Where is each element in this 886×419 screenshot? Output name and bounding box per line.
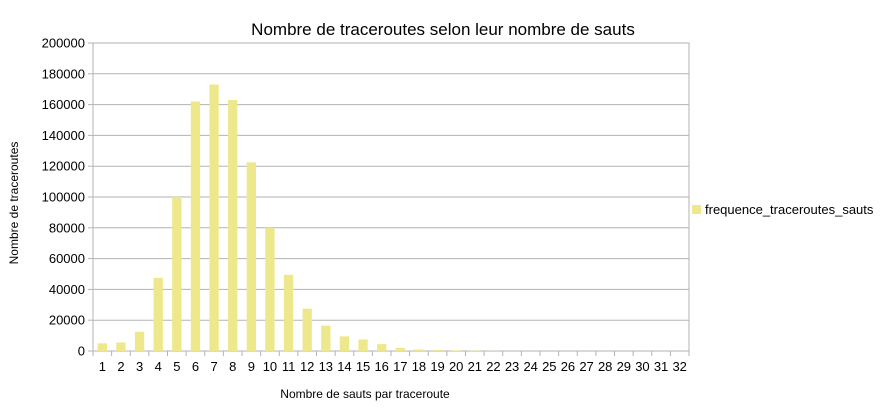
bar [246,162,256,351]
y-tick-label: 100000 [42,190,85,205]
bar [134,331,145,351]
x-tick-label: 31 [654,359,668,374]
x-tick-label: 25 [542,359,556,374]
y-tick-label: 160000 [42,97,85,112]
bar [228,99,238,351]
y-tick-label: 0 [78,344,85,359]
x-tick-label: 1 [99,359,106,374]
x-tick-label: 20 [449,359,463,374]
legend: frequence_traceroutes_sauts [692,202,874,217]
x-tick-label: 17 [393,359,407,374]
x-tick-label: 19 [430,359,444,374]
grid-lines [93,42,689,352]
y-tick-label: 80000 [49,220,85,235]
x-tick-label: 26 [561,359,575,374]
x-tick-label: 9 [248,359,255,374]
x-tick-label: 7 [210,359,217,374]
x-tick-label: 3 [136,359,143,374]
bar [190,101,201,352]
bar [395,347,405,351]
bar [97,343,107,351]
x-tick-label: 4 [155,359,162,374]
y-tick-label: 180000 [42,66,85,81]
x-axis-ticks: 1 2 3 4 5 6 7 8 9 10 11 12 13 14 15 16 17 18 19 20 21 22 23 24 2… [92,351,690,374]
y-tick-label: 120000 [42,159,85,174]
x-tick-label: 13 [319,359,333,374]
x-tick-label: 28 [598,359,612,374]
x-tick-label: 14 [337,359,351,374]
x-axis-label: Nombre de sauts par traceroute [280,387,450,401]
y-tick-label: 200000 [42,36,85,51]
x-tick-label: 2 [117,359,124,374]
bar [153,277,163,351]
bar-series [97,84,517,352]
bar [339,336,350,351]
x-tick-label: 10 [263,359,277,374]
x-tick-label: 12 [300,359,314,374]
bar [302,308,312,351]
x-tick-label: 30 [635,359,649,374]
bar [116,342,126,351]
x-tick-label: 23 [505,359,519,374]
chart-title: Nombre de traceroutes selon leur nombre … [251,20,635,39]
x-tick-label: 21 [468,359,482,374]
x-tick-label: 5 [173,359,180,374]
legend-label: frequence_traceroutes_sauts [705,202,874,217]
legend-swatch [692,205,701,214]
bar [265,227,275,351]
y-axis-label: Nombre de traceroutes [7,142,21,265]
x-tick-label: 8 [229,359,236,374]
bar [414,349,424,351]
bar [358,339,368,351]
x-tick-label: 15 [356,359,370,374]
x-tick-label: 16 [374,359,388,374]
x-tick-label: 29 [617,359,631,374]
bar [321,325,331,351]
bar [451,350,461,351]
bar [377,344,387,351]
y-tick-label: 20000 [49,313,85,328]
y-tick-label: 60000 [49,251,85,266]
x-tick-label: 32 [672,359,686,374]
y-tick-label: 40000 [49,282,85,297]
x-tick-label: 11 [282,359,296,374]
bar [172,197,182,351]
bar [283,274,294,351]
y-tick-label: 140000 [42,128,85,143]
bar [432,349,443,351]
x-tick-label: 18 [412,359,426,374]
bar [209,84,219,351]
x-tick-label: 24 [523,359,537,374]
x-tick-label: 27 [579,359,593,374]
x-tick-label: 22 [486,359,500,374]
x-tick-label: 6 [192,359,199,374]
y-axis-ticks: 0 20000 40000 60000 80000 100000 120000 140000 1… [42,36,93,359]
